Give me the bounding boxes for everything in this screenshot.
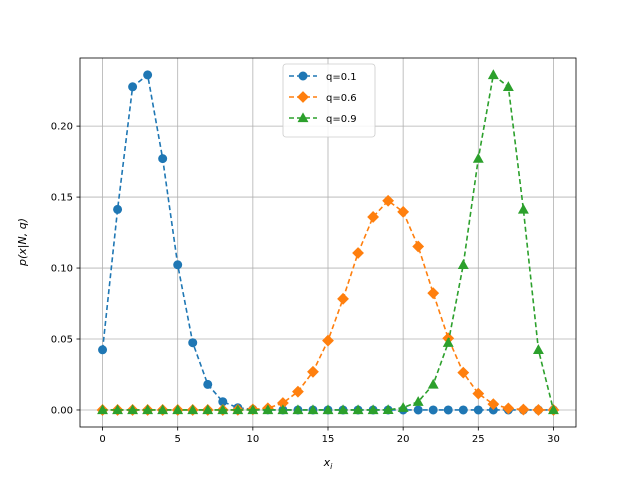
data-point — [188, 338, 198, 348]
legend-item: q=0.6 — [289, 91, 357, 104]
data-point — [142, 404, 154, 415]
data-point — [412, 240, 425, 253]
data-point — [458, 405, 468, 415]
data-point — [322, 404, 334, 415]
series-layer — [96, 69, 560, 416]
x-tick-label: 30 — [547, 434, 560, 445]
y-tick-label: 0.20 — [51, 122, 73, 133]
data-point — [97, 404, 108, 415]
data-point — [297, 112, 309, 123]
data-point — [297, 91, 309, 103]
data-point — [413, 405, 423, 415]
data-point — [292, 404, 304, 415]
legend-item: q=0.1 — [289, 71, 357, 83]
legend-label: q=0.1 — [326, 72, 357, 83]
data-point — [127, 404, 139, 415]
data-point — [157, 404, 169, 415]
data-point — [173, 260, 183, 270]
y-tick-label: 0.05 — [51, 335, 73, 346]
data-point — [472, 387, 485, 400]
data-point — [367, 404, 379, 415]
data-point — [502, 402, 515, 415]
legend: q=0.1 q=0.6 q=0.9 — [282, 63, 376, 138]
x-tick-label: 0 — [99, 434, 105, 445]
data-point — [532, 404, 545, 416]
y-axis-label: p(x|N, q) — [16, 218, 29, 267]
legend-item: q=0.9 — [289, 112, 357, 125]
data-point — [322, 334, 334, 347]
data-point — [397, 402, 409, 412]
data-point — [548, 404, 559, 415]
x-tick-label: 5 — [175, 434, 181, 445]
data-point — [277, 404, 289, 415]
data-point — [352, 247, 364, 259]
data-point — [247, 404, 259, 415]
data-point — [292, 385, 304, 398]
data-point — [427, 287, 440, 300]
data-point — [412, 396, 424, 406]
data-point — [307, 365, 319, 378]
data-point — [202, 404, 214, 415]
data-point — [443, 405, 453, 415]
y-tick-label: 0.00 — [51, 405, 73, 416]
data-point — [367, 211, 379, 223]
data-point — [457, 366, 470, 379]
data-point — [397, 205, 410, 218]
x-tick-label: 25 — [472, 434, 485, 445]
data-point — [502, 81, 514, 91]
data-point — [517, 203, 529, 214]
data-point — [143, 70, 153, 80]
data-point — [232, 404, 244, 415]
data-point — [457, 259, 469, 269]
data-point — [428, 405, 438, 415]
data-point — [217, 404, 229, 415]
data-point — [337, 292, 349, 305]
data-point — [487, 398, 500, 411]
data-point — [262, 404, 274, 415]
data-point — [128, 82, 138, 92]
data-point — [517, 403, 530, 416]
data-point — [382, 194, 395, 207]
x-tick-label: 20 — [397, 434, 410, 445]
data-point — [112, 404, 124, 415]
data-point — [532, 344, 544, 354]
data-point — [203, 379, 213, 389]
legend-label: q=0.9 — [326, 114, 357, 125]
legend-label: q=0.6 — [326, 93, 357, 104]
y-tick-label: 0.15 — [51, 193, 73, 204]
data-point — [298, 71, 308, 81]
data-point — [472, 152, 484, 163]
series-q=0.6 — [96, 194, 560, 416]
data-point — [352, 404, 364, 415]
series-q=0.9 — [97, 69, 559, 415]
data-point — [113, 204, 123, 214]
data-point — [487, 69, 499, 80]
y-tick-label: 0.10 — [51, 264, 73, 275]
data-point — [172, 404, 184, 415]
data-point — [187, 404, 199, 415]
x-tick-label: 15 — [322, 434, 335, 445]
data-point — [382, 404, 394, 415]
data-point — [473, 405, 483, 415]
x-axis-label: xi — [323, 456, 334, 471]
x-tick-label: 10 — [246, 434, 259, 445]
data-point — [158, 154, 168, 164]
data-point — [307, 404, 319, 415]
data-point — [427, 378, 439, 389]
ticks: 0 5 10 15 20 25 30 0.00 0.05 0.10 0.15 0.20 — [51, 122, 560, 445]
data-point — [98, 345, 108, 355]
data-point — [337, 404, 349, 415]
data-point — [442, 337, 454, 347]
